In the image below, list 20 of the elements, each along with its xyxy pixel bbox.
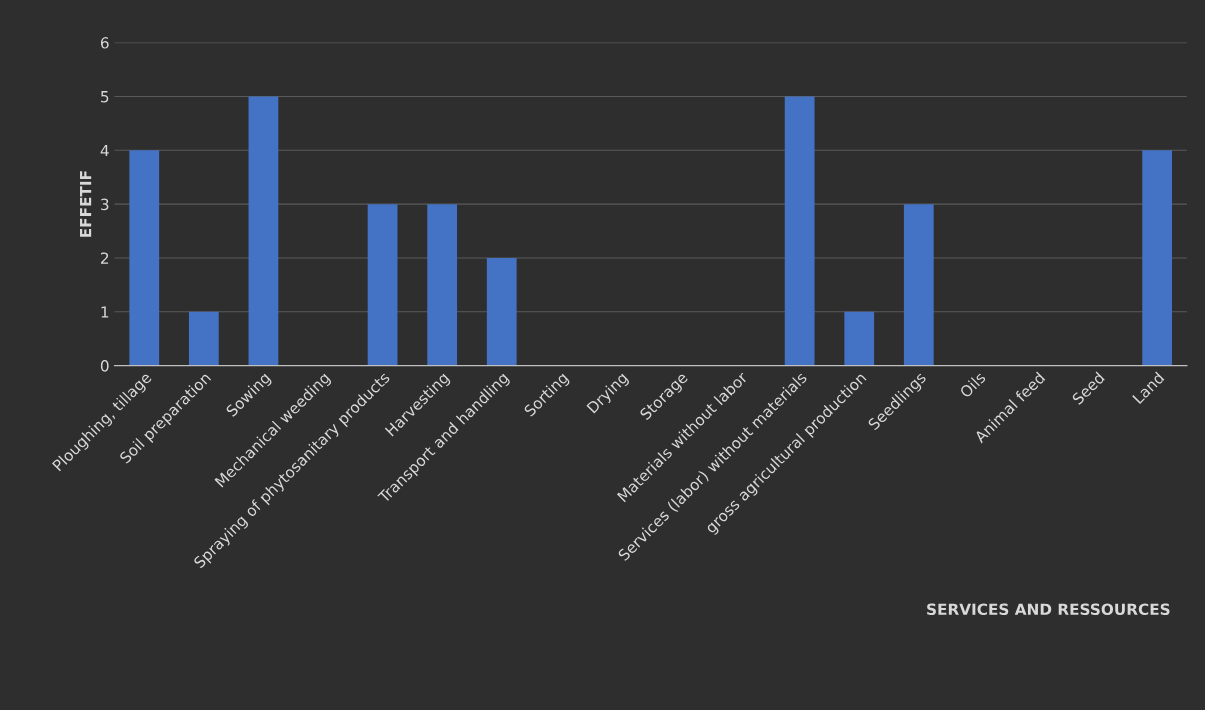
- bar: [486, 257, 517, 366]
- x-tick-label: Oils: [958, 371, 987, 399]
- bar: [188, 311, 219, 366]
- bar: [427, 204, 458, 366]
- y-tick-label: 4: [100, 144, 109, 157]
- bar: [1142, 150, 1173, 366]
- y-axis-title: EFFETIF: [80, 171, 92, 237]
- y-tick-label: 6: [100, 37, 109, 49]
- bar: [903, 204, 934, 366]
- y-tick-label: 1: [101, 306, 109, 318]
- bar: [844, 311, 875, 366]
- y-tick-label: 2: [101, 252, 109, 264]
- bar: [248, 96, 279, 366]
- bar: [367, 204, 398, 366]
- text: SERVICES AND RESSOURCES: [927, 603, 1170, 616]
- y-tick-label: 5: [101, 91, 109, 103]
- bar: [784, 96, 815, 366]
- y-tick-label: 3: [101, 198, 109, 211]
- bar: [129, 150, 160, 366]
- y-tick-label: 0: [100, 360, 109, 372]
